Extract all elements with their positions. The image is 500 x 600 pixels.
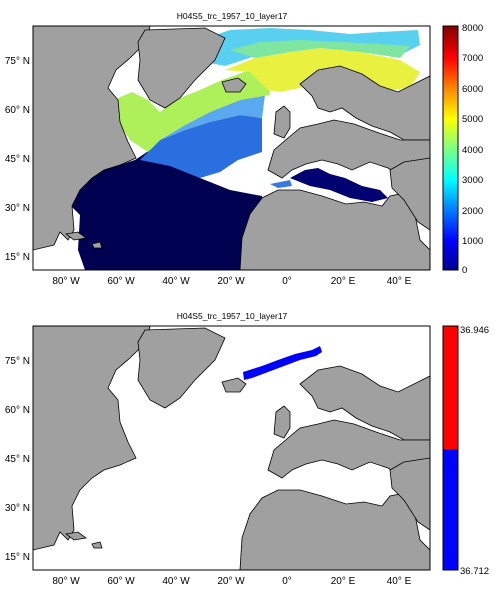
top-y-tick-label: 15° N (5, 252, 30, 263)
bottom-x-tick-label: 0° (282, 576, 292, 587)
top-middle-east (389, 157, 430, 231)
top-greenland (137, 27, 226, 109)
colorbar-tick-label: 0 (462, 265, 467, 276)
colorbar-tick-label: 5000 (462, 114, 483, 125)
top-map-title: H04S5_trc_1957_10_layer17 (177, 11, 288, 21)
top-iceland (221, 77, 247, 93)
top-panel: H04S5_trc_1957_10_layer17 (5, 11, 483, 287)
colorbar-tick-label: 6000 (462, 84, 483, 95)
colorbar-tick-label: 7000 (462, 53, 483, 64)
colorbar-tick-label: 36.712 (460, 566, 489, 577)
colorbar-tick-label: 3000 (462, 175, 483, 186)
top-caribbean-islands (65, 231, 103, 249)
bottom-map-frame (32, 325, 431, 571)
top-green-north (230, 40, 410, 58)
top-y-tick-label: 60° N (5, 105, 30, 116)
top-y-tick-label: 45° N (5, 154, 30, 165)
bottom-middle-east (389, 457, 430, 531)
bottom-map-area (33, 326, 430, 570)
bottom-y-ticks: 75° N 60° N 45° N 30° N 15° N (5, 356, 30, 563)
bottom-colorbar-ticks: 36.946 36.712 (460, 325, 489, 577)
bottom-map-title: H04S5_trc_1957_10_layer17 (177, 311, 288, 321)
bottom-x-tick-label: 20° E (331, 576, 356, 587)
bottom-british-isles (273, 405, 291, 439)
bottom-y-tick-label: 60° N (5, 405, 30, 416)
bottom-panel: H04S5_trc_1957_10_layer17 80° W 60° W 40… (5, 311, 489, 587)
top-y-ticks: 75° N 60° N 45° N 30° N 15° N (5, 56, 30, 263)
bottom-x-tick-label: 20° W (217, 576, 245, 587)
top-british-isles (273, 105, 291, 139)
colorbar-tick-label: 8000 (462, 23, 483, 34)
top-y-tick-label: 75° N (5, 56, 30, 67)
top-x-tick-label: 0° (282, 276, 292, 287)
top-blue-band (140, 115, 262, 178)
bottom-x-tick-label: 40° W (162, 576, 190, 587)
bottom-europe (267, 419, 430, 483)
bottom-iceland (221, 377, 247, 393)
bottom-y-tick-label: 45° N (5, 454, 30, 465)
colorbar-class-red (443, 326, 458, 449)
colorbar-tick-label: 4000 (462, 145, 483, 156)
top-deep-field (70, 150, 262, 270)
top-x-tick-label: 40° W (162, 276, 190, 287)
top-x-tick-label: 40° E (387, 276, 412, 287)
bottom-y-tick-label: 30° N (5, 503, 30, 514)
top-map-frame (32, 25, 431, 271)
bottom-x-tick-label: 40° E (387, 576, 412, 587)
top-europe (267, 119, 430, 183)
top-africa (239, 189, 430, 270)
bottom-y-tick-label: 75° N (5, 356, 30, 367)
bottom-north-america (33, 326, 151, 551)
top-mediterranean-field (290, 168, 388, 202)
top-x-tick-label: 20° W (217, 276, 245, 287)
bottom-colorbar (442, 325, 459, 571)
top-x-ticks: 80° W 60° W 40° W 20° W 0° 20° E 40° E (52, 276, 411, 287)
top-lightblue-band (160, 95, 265, 140)
top-gibraltar-field (270, 180, 292, 188)
top-colorbar-ticks: 0 1000 2000 3000 4000 5000 6000 7000 800… (462, 23, 483, 276)
colorbar-class-blue (443, 449, 458, 570)
top-north-america (33, 26, 151, 251)
bottom-greenland (137, 327, 226, 409)
bottom-blue-band (243, 346, 322, 380)
bottom-x-ticks: 80° W 60° W 40° W 20° W 0° 20° E 40° E (52, 576, 411, 587)
bottom-x-tick-label: 80° W (52, 576, 80, 587)
top-x-tick-label: 80° W (52, 276, 80, 287)
colorbar-tick-label: 2000 (462, 206, 483, 217)
top-y-tick-label: 30° N (5, 203, 30, 214)
colorbar-tick-label: 36.946 (460, 325, 489, 336)
top-x-tick-label: 60° W (107, 276, 135, 287)
bottom-x-tick-label: 60° W (107, 576, 135, 587)
top-colorbar (442, 25, 459, 271)
colorbar-tick-label: 1000 (462, 236, 483, 247)
bottom-africa (239, 489, 430, 570)
top-map-area (33, 26, 430, 270)
bottom-y-tick-label: 15° N (5, 552, 30, 563)
top-x-tick-label: 20° E (331, 276, 356, 287)
bottom-caribbean-islands (65, 531, 103, 549)
